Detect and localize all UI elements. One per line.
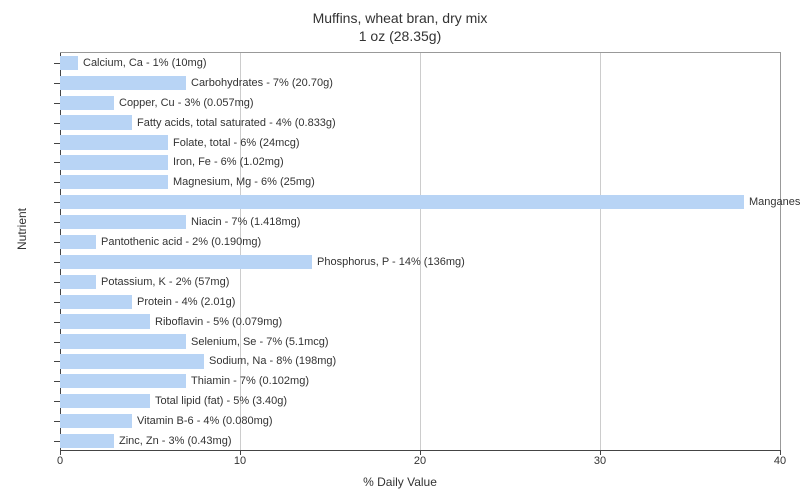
y-axis-line: [60, 53, 61, 451]
y-tick: [54, 63, 60, 64]
y-tick: [54, 222, 60, 223]
bar: [60, 334, 186, 348]
bar-label: Protein - 4% (2.01g): [137, 297, 235, 308]
y-tick: [54, 182, 60, 183]
bar: [60, 195, 744, 209]
y-tick: [54, 103, 60, 104]
y-tick: [54, 282, 60, 283]
bar: [60, 275, 96, 289]
y-tick: [54, 262, 60, 263]
x-tick-label: 20: [414, 455, 426, 467]
bar-label: Folate, total - 6% (24mcg): [173, 138, 300, 149]
chart-title-line2: 1 oz (28.35g): [0, 28, 800, 44]
y-axis-title: Nutrient: [15, 208, 29, 250]
bar-label: Pantothenic acid - 2% (0.190mg): [101, 237, 261, 248]
bar: [60, 96, 114, 110]
bar-label: Total lipid (fat) - 5% (3.40g): [155, 396, 287, 407]
bar: [60, 374, 186, 388]
chart-title-line1: Muffins, wheat bran, dry mix: [0, 10, 800, 26]
y-tick: [54, 421, 60, 422]
bar-label: Copper, Cu - 3% (0.057mg): [119, 98, 254, 109]
x-tick-label: 40: [774, 455, 786, 467]
bar: [60, 155, 168, 169]
bar-label: Selenium, Se - 7% (5.1mcg): [191, 337, 329, 348]
bar: [60, 235, 96, 249]
bar: [60, 175, 168, 189]
bar: [60, 434, 114, 448]
bar-label: Phosphorus, P - 14% (136mg): [317, 257, 465, 268]
y-tick: [54, 342, 60, 343]
bar-label: Carbohydrates - 7% (20.70g): [191, 78, 333, 89]
bar: [60, 215, 186, 229]
bar-label: Calcium, Ca - 1% (10mg): [83, 58, 206, 69]
bar-label: Zinc, Zn - 3% (0.43mg): [119, 436, 231, 447]
bar-label: Fatty acids, total saturated - 4% (0.833…: [137, 118, 336, 129]
bar: [60, 76, 186, 90]
x-axis-title: % Daily Value: [0, 475, 800, 489]
nutrient-chart: Muffins, wheat bran, dry mix 1 oz (28.35…: [0, 0, 800, 500]
gridline: [240, 53, 241, 451]
plot-area: Calcium, Ca - 1% (10mg) Carbohydrates - 7…: [60, 52, 781, 451]
bar-label: Riboflavin - 5% (0.079mg): [155, 317, 282, 328]
bar-label: Magnesium, Mg - 6% (25mg): [173, 177, 315, 188]
bar-label: Potassium, K - 2% (57mg): [101, 277, 229, 288]
y-tick: [54, 361, 60, 362]
x-tick-label: 0: [57, 455, 63, 467]
y-tick: [54, 381, 60, 382]
y-tick: [54, 322, 60, 323]
bar-label: Niacin - 7% (1.418mg): [191, 217, 300, 228]
bar-label: Sodium, Na - 8% (198mg): [209, 356, 336, 367]
bar: [60, 414, 132, 428]
bar-label: Manganese, Mn - 38% (0.756mg): [749, 197, 800, 208]
bar: [60, 314, 150, 328]
bar: [60, 135, 168, 149]
y-tick: [54, 242, 60, 243]
bar: [60, 115, 132, 129]
x-tick-label: 30: [594, 455, 606, 467]
x-tick-label: 10: [234, 455, 246, 467]
y-tick: [54, 302, 60, 303]
y-tick: [54, 83, 60, 84]
bar: [60, 295, 132, 309]
bar: [60, 255, 312, 269]
gridline: [420, 53, 421, 451]
y-tick: [54, 401, 60, 402]
bar-label: Vitamin B-6 - 4% (0.080mg): [137, 416, 273, 427]
bar-label: Iron, Fe - 6% (1.02mg): [173, 157, 284, 168]
y-tick: [54, 143, 60, 144]
bar: [60, 394, 150, 408]
bar: [60, 56, 78, 70]
bar: [60, 354, 204, 368]
y-tick: [54, 202, 60, 203]
y-tick: [54, 162, 60, 163]
y-tick: [54, 441, 60, 442]
y-tick: [54, 123, 60, 124]
bar-label: Thiamin - 7% (0.102mg): [191, 376, 309, 387]
gridline: [600, 53, 601, 451]
